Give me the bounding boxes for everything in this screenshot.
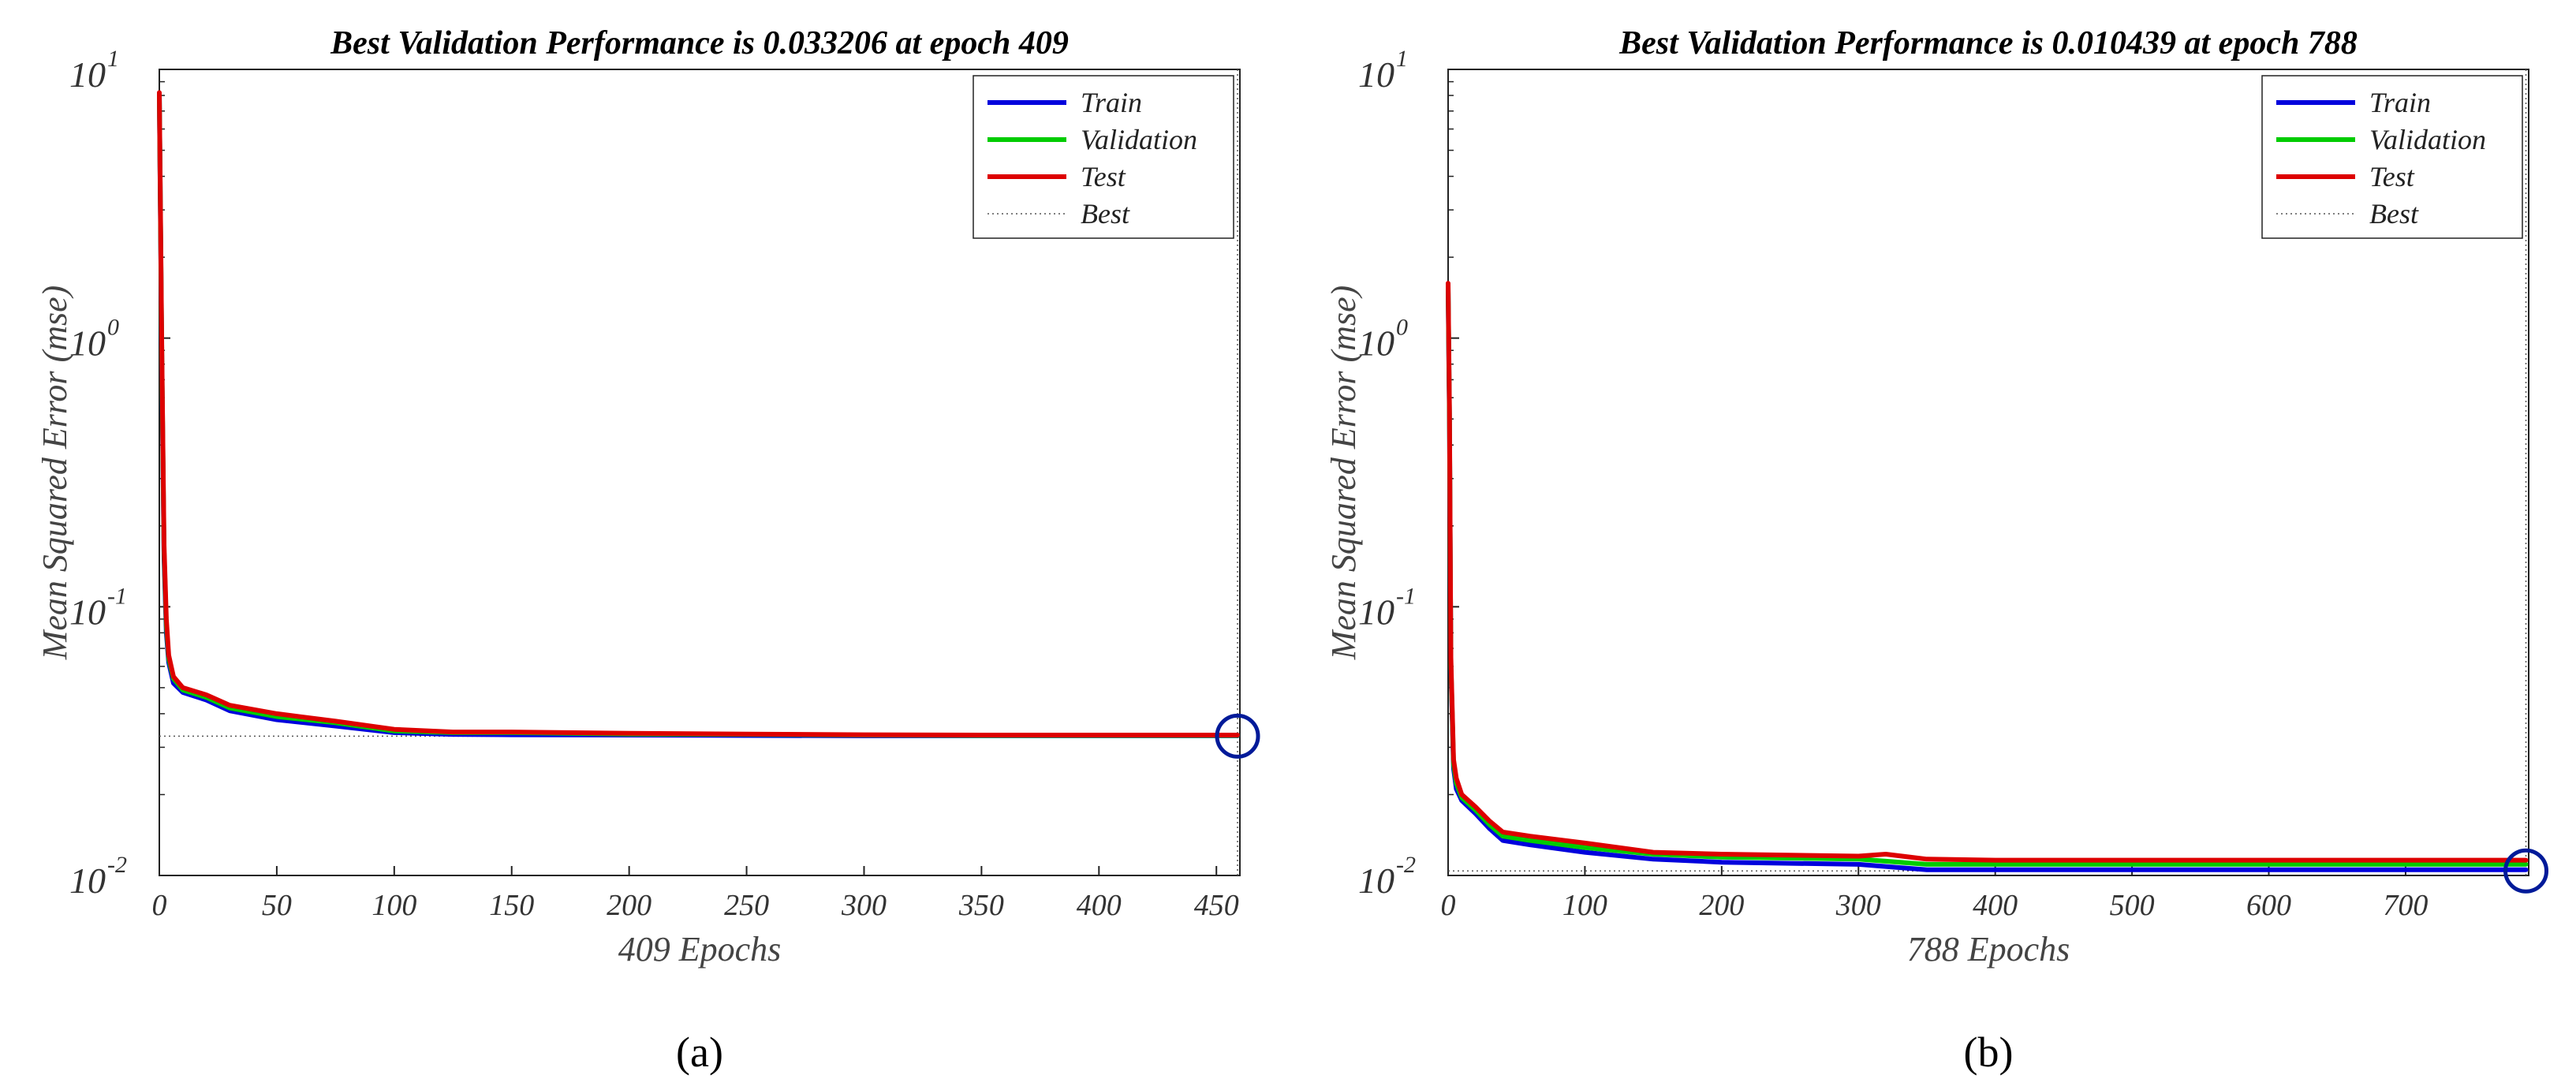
chart-panel-b: Best Validation Performance is 0.010439 … [1324,25,2549,1076]
legend-label-best: Best [1081,198,1130,230]
x-tick-label: 700 [2383,889,2428,922]
legend-label-train: Train [1081,87,1142,118]
legend-label-test: Test [2369,161,2415,192]
legend-label-validation: Validation [1081,124,1197,155]
axes-box [159,69,1241,876]
legend-label-test: Test [1081,161,1126,192]
x-tick-label: 0 [152,889,167,922]
x-tick-label: 50 [262,889,292,922]
x-axis-label: 409 Epochs [618,930,782,969]
best-point-marker [1215,713,1260,759]
x-tick-label: 500 [2110,889,2155,922]
y-tick-label-exponent: -1 [107,583,127,609]
y-tick-label-base: 10 [69,323,106,364]
y-tick-label-base: 10 [1358,860,1394,901]
y-tick-label-exponent: 1 [1396,46,1408,72]
y-tick-label-base: 10 [69,54,106,95]
y-tick-label-base: 10 [1358,54,1394,95]
y-tick-label-exponent: 0 [107,315,119,341]
x-tick-label: 350 [958,889,1004,922]
panel-caption: (b) [1964,1028,2014,1076]
x-tick-label: 100 [371,889,416,922]
y-tick-label-base: 10 [1358,323,1394,364]
x-tick-label: 100 [1562,889,1607,922]
y-tick-label-exponent: -1 [1396,583,1416,609]
x-axis-label: 788 Epochs [1907,930,2070,969]
legend: Train Validation Test Best [973,75,1234,239]
x-tick-label: 600 [2246,889,2291,922]
y-tick-label-exponent: 0 [1396,315,1408,341]
y-axis-label: Mean Squared Error (mse) [35,286,74,661]
series-line-validation [1446,284,2529,867]
x-tick-label: 200 [1699,889,1744,922]
y-tick-label-base: 10 [69,860,106,901]
x-tick-label: 300 [1835,889,1881,922]
chart-title: Best Validation Performance is 0.033206 … [330,25,1069,62]
series-line-test [157,90,1240,737]
x-tick-label: 450 [1194,889,1239,922]
legend-label-train: Train [2369,87,2431,118]
x-tick-label: 0 [1441,889,1456,922]
legend-label-best: Best [2369,198,2419,230]
legend-label-validation: Validation [2369,124,2486,155]
x-tick-label: 250 [724,889,769,922]
best-point-marker [2503,848,2549,894]
x-tick-label: 150 [489,889,534,922]
x-tick-label: 200 [607,889,651,922]
x-tick-label: 400 [1973,889,2018,922]
chart-panel-a: Best Validation Performance is 0.033206 … [35,25,1260,1076]
legend: Train Validation Test Best [2261,75,2523,239]
y-tick-label-exponent: -2 [107,852,127,878]
y-tick-label-exponent: 1 [107,46,119,72]
x-tick-label: 300 [841,889,887,922]
series-line-test [1446,281,2529,863]
panel-caption: (a) [676,1028,723,1076]
series-line-train [1446,288,2529,872]
y-tick-label-base: 10 [69,592,106,632]
y-tick-label-exponent: -2 [1396,852,1416,878]
chart-title: Best Validation Performance is 0.010439 … [1618,25,2358,62]
x-tick-label: 400 [1077,889,1122,922]
y-axis-label: Mean Squared Error (mse) [1324,286,1363,661]
y-tick-label-base: 10 [1358,592,1394,632]
